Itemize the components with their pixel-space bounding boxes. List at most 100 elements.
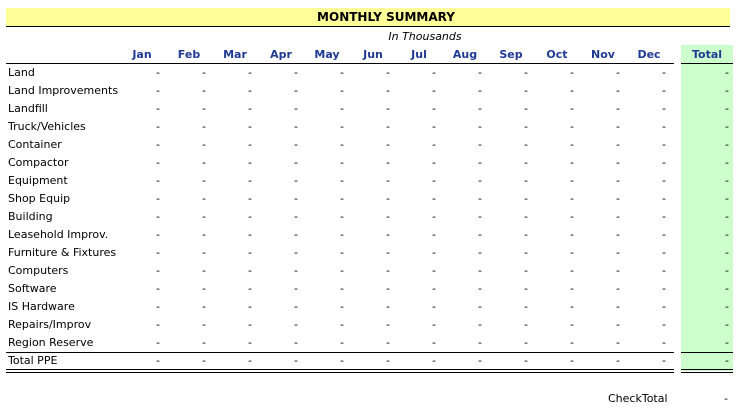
row-leasehold-improv-cell[interactable]: - — [156, 228, 160, 241]
row-building-cell[interactable]: - — [524, 210, 528, 223]
row-land-cell[interactable]: - — [248, 66, 252, 79]
row-land-cell[interactable]: - — [616, 66, 620, 79]
row-furniture-fixtures-cell[interactable]: - — [386, 246, 390, 259]
row-computers-cell[interactable]: - — [478, 264, 482, 277]
row-software-cell[interactable]: - — [156, 282, 160, 295]
row-building-cell[interactable]: - — [432, 210, 436, 223]
row-software-cell[interactable]: - — [202, 282, 206, 295]
row-region-reserve-cell[interactable]: - — [386, 336, 390, 349]
row-truck-vehicles-total-cell[interactable]: - — [725, 120, 729, 133]
row-truck-vehicles-cell[interactable]: - — [570, 120, 574, 133]
row-building-cell[interactable]: - — [340, 210, 344, 223]
row-shop-equip-cell[interactable]: - — [386, 192, 390, 205]
row-truck-vehicles-cell[interactable]: - — [478, 120, 482, 133]
row-container-cell[interactable]: - — [156, 138, 160, 151]
row-compactor-cell[interactable]: - — [386, 156, 390, 169]
row-compactor-cell[interactable]: - — [570, 156, 574, 169]
summary-total-ppe-cell[interactable]: - — [524, 354, 528, 367]
row-leasehold-improv-cell[interactable]: - — [616, 228, 620, 241]
row-landfill-cell[interactable]: - — [662, 102, 666, 115]
row-leasehold-improv-label[interactable]: Leasehold Improv. — [8, 228, 109, 241]
row-container-cell[interactable]: - — [570, 138, 574, 151]
row-computers-cell[interactable]: - — [616, 264, 620, 277]
row-landfill-total-cell[interactable]: - — [725, 102, 729, 115]
row-land-improvements-cell[interactable]: - — [294, 84, 298, 97]
row-software-cell[interactable]: - — [248, 282, 252, 295]
row-software-cell[interactable]: - — [340, 282, 344, 295]
row-land-cell[interactable]: - — [156, 66, 160, 79]
row-computers-cell[interactable]: - — [202, 264, 206, 277]
row-land-cell[interactable]: - — [294, 66, 298, 79]
row-land-improvements-cell[interactable]: - — [478, 84, 482, 97]
row-landfill-cell[interactable]: - — [248, 102, 252, 115]
row-software-label[interactable]: Software — [8, 282, 57, 295]
row-land-improvements-cell[interactable]: - — [432, 84, 436, 97]
row-furniture-fixtures-cell[interactable]: - — [294, 246, 298, 259]
row-is-hardware-cell[interactable]: - — [478, 300, 482, 313]
row-truck-vehicles-cell[interactable]: - — [202, 120, 206, 133]
row-software-cell[interactable]: - — [294, 282, 298, 295]
row-leasehold-improv-total-cell[interactable]: - — [725, 228, 729, 241]
row-shop-equip-cell[interactable]: - — [432, 192, 436, 205]
row-region-reserve-cell[interactable]: - — [156, 336, 160, 349]
row-truck-vehicles-cell[interactable]: - — [340, 120, 344, 133]
row-is-hardware-cell[interactable]: - — [202, 300, 206, 313]
row-is-hardware-cell[interactable]: - — [294, 300, 298, 313]
row-repairs-improv-cell[interactable]: - — [386, 318, 390, 331]
row-leasehold-improv-cell[interactable]: - — [294, 228, 298, 241]
row-building-cell[interactable]: - — [248, 210, 252, 223]
check-total-value[interactable]: - — [724, 392, 728, 405]
row-software-total-cell[interactable]: - — [725, 282, 729, 295]
row-software-cell[interactable]: - — [662, 282, 666, 295]
row-leasehold-improv-cell[interactable]: - — [662, 228, 666, 241]
row-compactor-label[interactable]: Compactor — [8, 156, 69, 169]
summary-total-ppe-cell[interactable]: - — [294, 354, 298, 367]
row-leasehold-improv-cell[interactable]: - — [570, 228, 574, 241]
summary-total-ppe-cell[interactable]: - — [570, 354, 574, 367]
row-building-cell[interactable]: - — [386, 210, 390, 223]
row-is-hardware-cell[interactable]: - — [570, 300, 574, 313]
row-is-hardware-cell[interactable]: - — [616, 300, 620, 313]
row-container-cell[interactable]: - — [432, 138, 436, 151]
row-land-total-cell[interactable]: - — [725, 66, 729, 79]
month-header-dec[interactable]: Dec — [637, 48, 661, 61]
row-container-cell[interactable]: - — [202, 138, 206, 151]
row-compactor-cell[interactable]: - — [524, 156, 528, 169]
row-leasehold-improv-cell[interactable]: - — [386, 228, 390, 241]
row-region-reserve-cell[interactable]: - — [432, 336, 436, 349]
row-equipment-total-cell[interactable]: - — [725, 174, 729, 187]
summary-total-ppe-label[interactable]: Total PPE — [8, 354, 58, 367]
row-leasehold-improv-cell[interactable]: - — [432, 228, 436, 241]
row-computers-cell[interactable]: - — [248, 264, 252, 277]
row-compactor-cell[interactable]: - — [340, 156, 344, 169]
row-software-cell[interactable]: - — [478, 282, 482, 295]
row-computers-cell[interactable]: - — [662, 264, 666, 277]
row-landfill-cell[interactable]: - — [156, 102, 160, 115]
row-container-cell[interactable]: - — [662, 138, 666, 151]
row-software-cell[interactable]: - — [432, 282, 436, 295]
row-landfill-cell[interactable]: - — [202, 102, 206, 115]
row-furniture-fixtures-cell[interactable]: - — [432, 246, 436, 259]
row-land-cell[interactable]: - — [478, 66, 482, 79]
row-equipment-label[interactable]: Equipment — [8, 174, 68, 187]
row-is-hardware-cell[interactable]: - — [340, 300, 344, 313]
row-repairs-improv-label[interactable]: Repairs/Improv — [8, 318, 92, 331]
summary-total-ppe-cell[interactable]: - — [662, 354, 666, 367]
row-container-cell[interactable]: - — [294, 138, 298, 151]
row-furniture-fixtures-cell[interactable]: - — [570, 246, 574, 259]
row-truck-vehicles-cell[interactable]: - — [662, 120, 666, 133]
row-land-improvements-cell[interactable]: - — [340, 84, 344, 97]
row-repairs-improv-total-cell[interactable]: - — [725, 318, 729, 331]
row-is-hardware-cell[interactable]: - — [156, 300, 160, 313]
row-furniture-fixtures-label[interactable]: Furniture & Fixtures — [8, 246, 117, 259]
row-region-reserve-cell[interactable]: - — [478, 336, 482, 349]
row-furniture-fixtures-cell[interactable]: - — [156, 246, 160, 259]
row-land-improvements-cell[interactable]: - — [616, 84, 620, 97]
row-building-cell[interactable]: - — [202, 210, 206, 223]
row-land-improvements-cell[interactable]: - — [662, 84, 666, 97]
month-header-nov[interactable]: Nov — [591, 48, 615, 61]
month-header-jan[interactable]: Jan — [132, 48, 152, 61]
row-repairs-improv-cell[interactable]: - — [662, 318, 666, 331]
row-landfill-label[interactable]: Landfill — [8, 102, 48, 115]
row-equipment-cell[interactable]: - — [616, 174, 620, 187]
